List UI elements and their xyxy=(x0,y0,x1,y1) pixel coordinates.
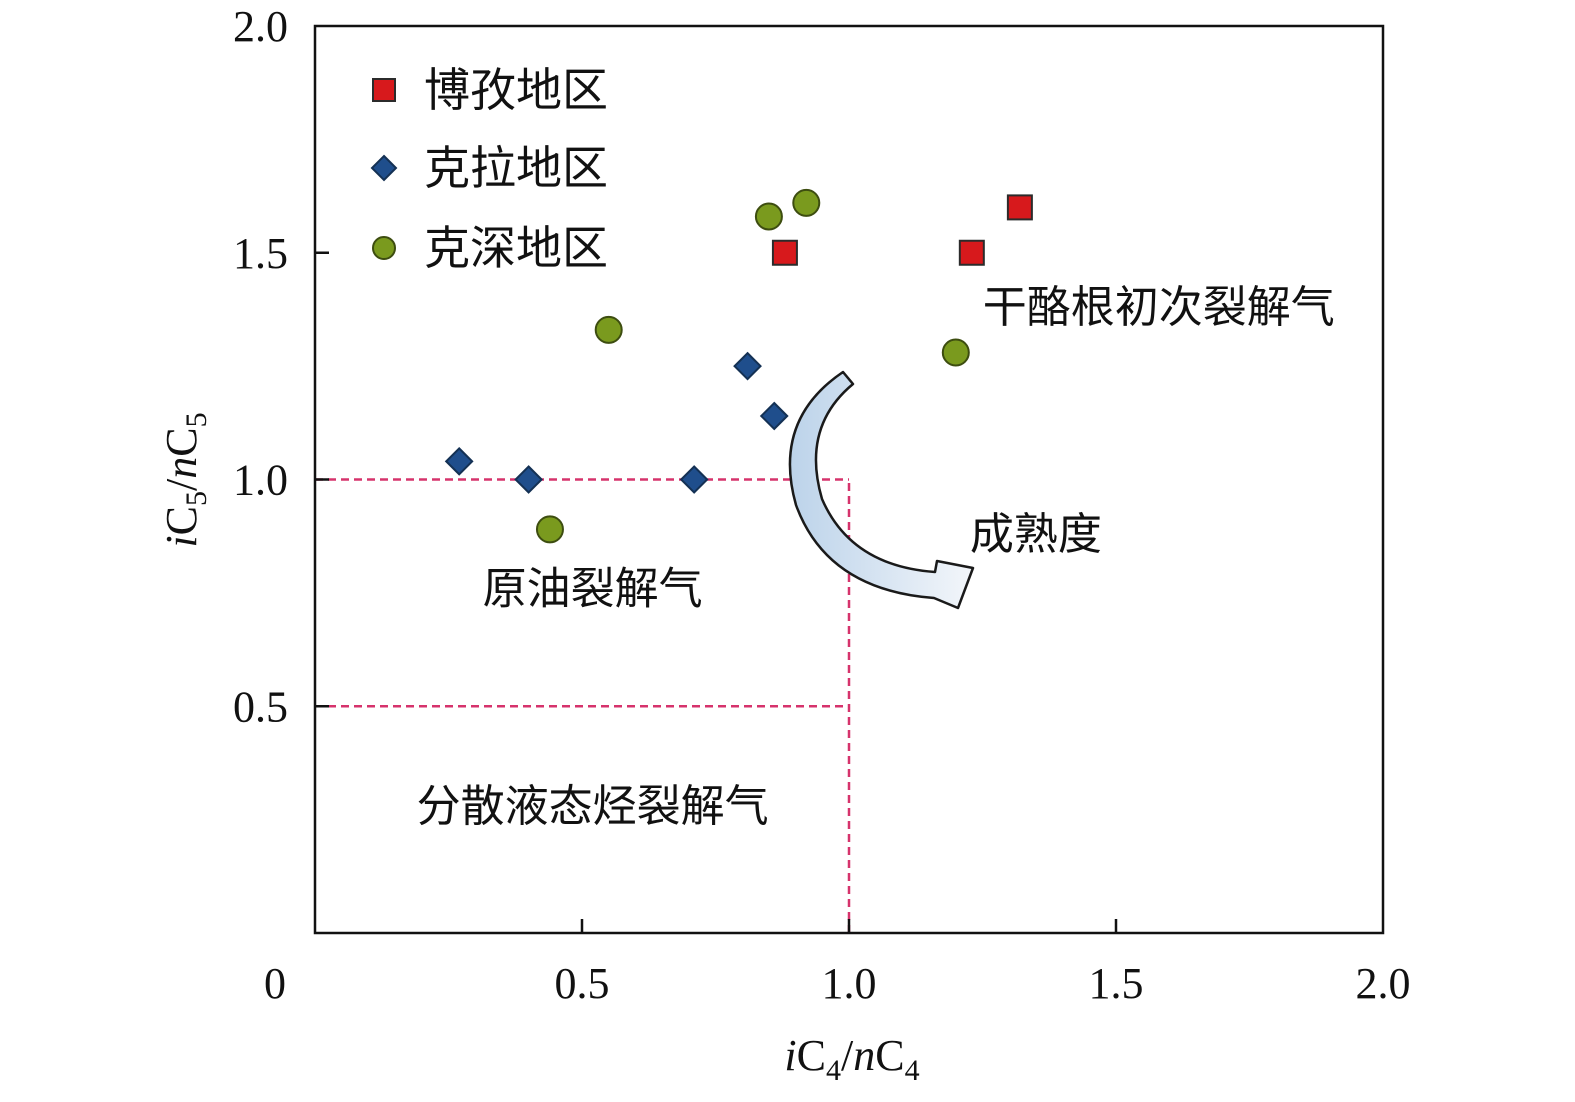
x-tick-label: 0 xyxy=(264,959,286,1008)
legend-marker xyxy=(372,78,396,102)
y-axis-ticks: 0.5 1.0 1.5 2.0 xyxy=(233,2,329,731)
legend-label: 克深地区 xyxy=(424,221,608,275)
x-tick-label: 0.5 xyxy=(555,959,610,1008)
region-label: 分散液态烃裂解气 xyxy=(417,781,769,832)
x-axis-ticks: 0 0.5 1.0 1.5 2.0 xyxy=(264,919,1411,1008)
legend-label: 克拉地区 xyxy=(424,141,608,195)
maturity-arrow-icon xyxy=(788,370,975,610)
data-point xyxy=(444,446,474,476)
data-point xyxy=(1006,194,1033,221)
region-label: 成熟度 xyxy=(970,509,1102,560)
data-point xyxy=(754,202,783,231)
data-point xyxy=(958,239,985,266)
legend-marker xyxy=(372,236,396,260)
y-tick-label: 1.5 xyxy=(233,229,288,278)
y-tick-label: 2.0 xyxy=(233,2,288,51)
data-point xyxy=(759,401,789,431)
data-point xyxy=(941,338,970,367)
data-points xyxy=(444,188,1033,544)
data-point xyxy=(514,465,544,494)
y-axis-label: iC5/nC5 xyxy=(157,412,213,547)
data-point xyxy=(771,239,798,266)
legend-label: 博孜地区 xyxy=(424,63,608,117)
region-label: 原油裂解气 xyxy=(483,563,703,614)
y-tick-label: 0.5 xyxy=(233,682,288,731)
x-tick-label: 1.0 xyxy=(822,959,877,1008)
data-point xyxy=(733,351,762,381)
legend-marker xyxy=(370,154,398,182)
x-axis-label: iC4/nC4 xyxy=(784,1031,919,1087)
data-point xyxy=(594,315,623,344)
data-point xyxy=(792,188,821,217)
x-tick-label: 2.0 xyxy=(1356,959,1411,1008)
data-point xyxy=(679,465,709,494)
x-tick-label: 1.5 xyxy=(1089,959,1144,1008)
region-label: 干酪根初次裂解气 xyxy=(983,282,1335,333)
region-boundary-lines xyxy=(315,478,851,933)
data-point xyxy=(535,515,564,544)
y-tick-label: 1.0 xyxy=(233,456,288,505)
